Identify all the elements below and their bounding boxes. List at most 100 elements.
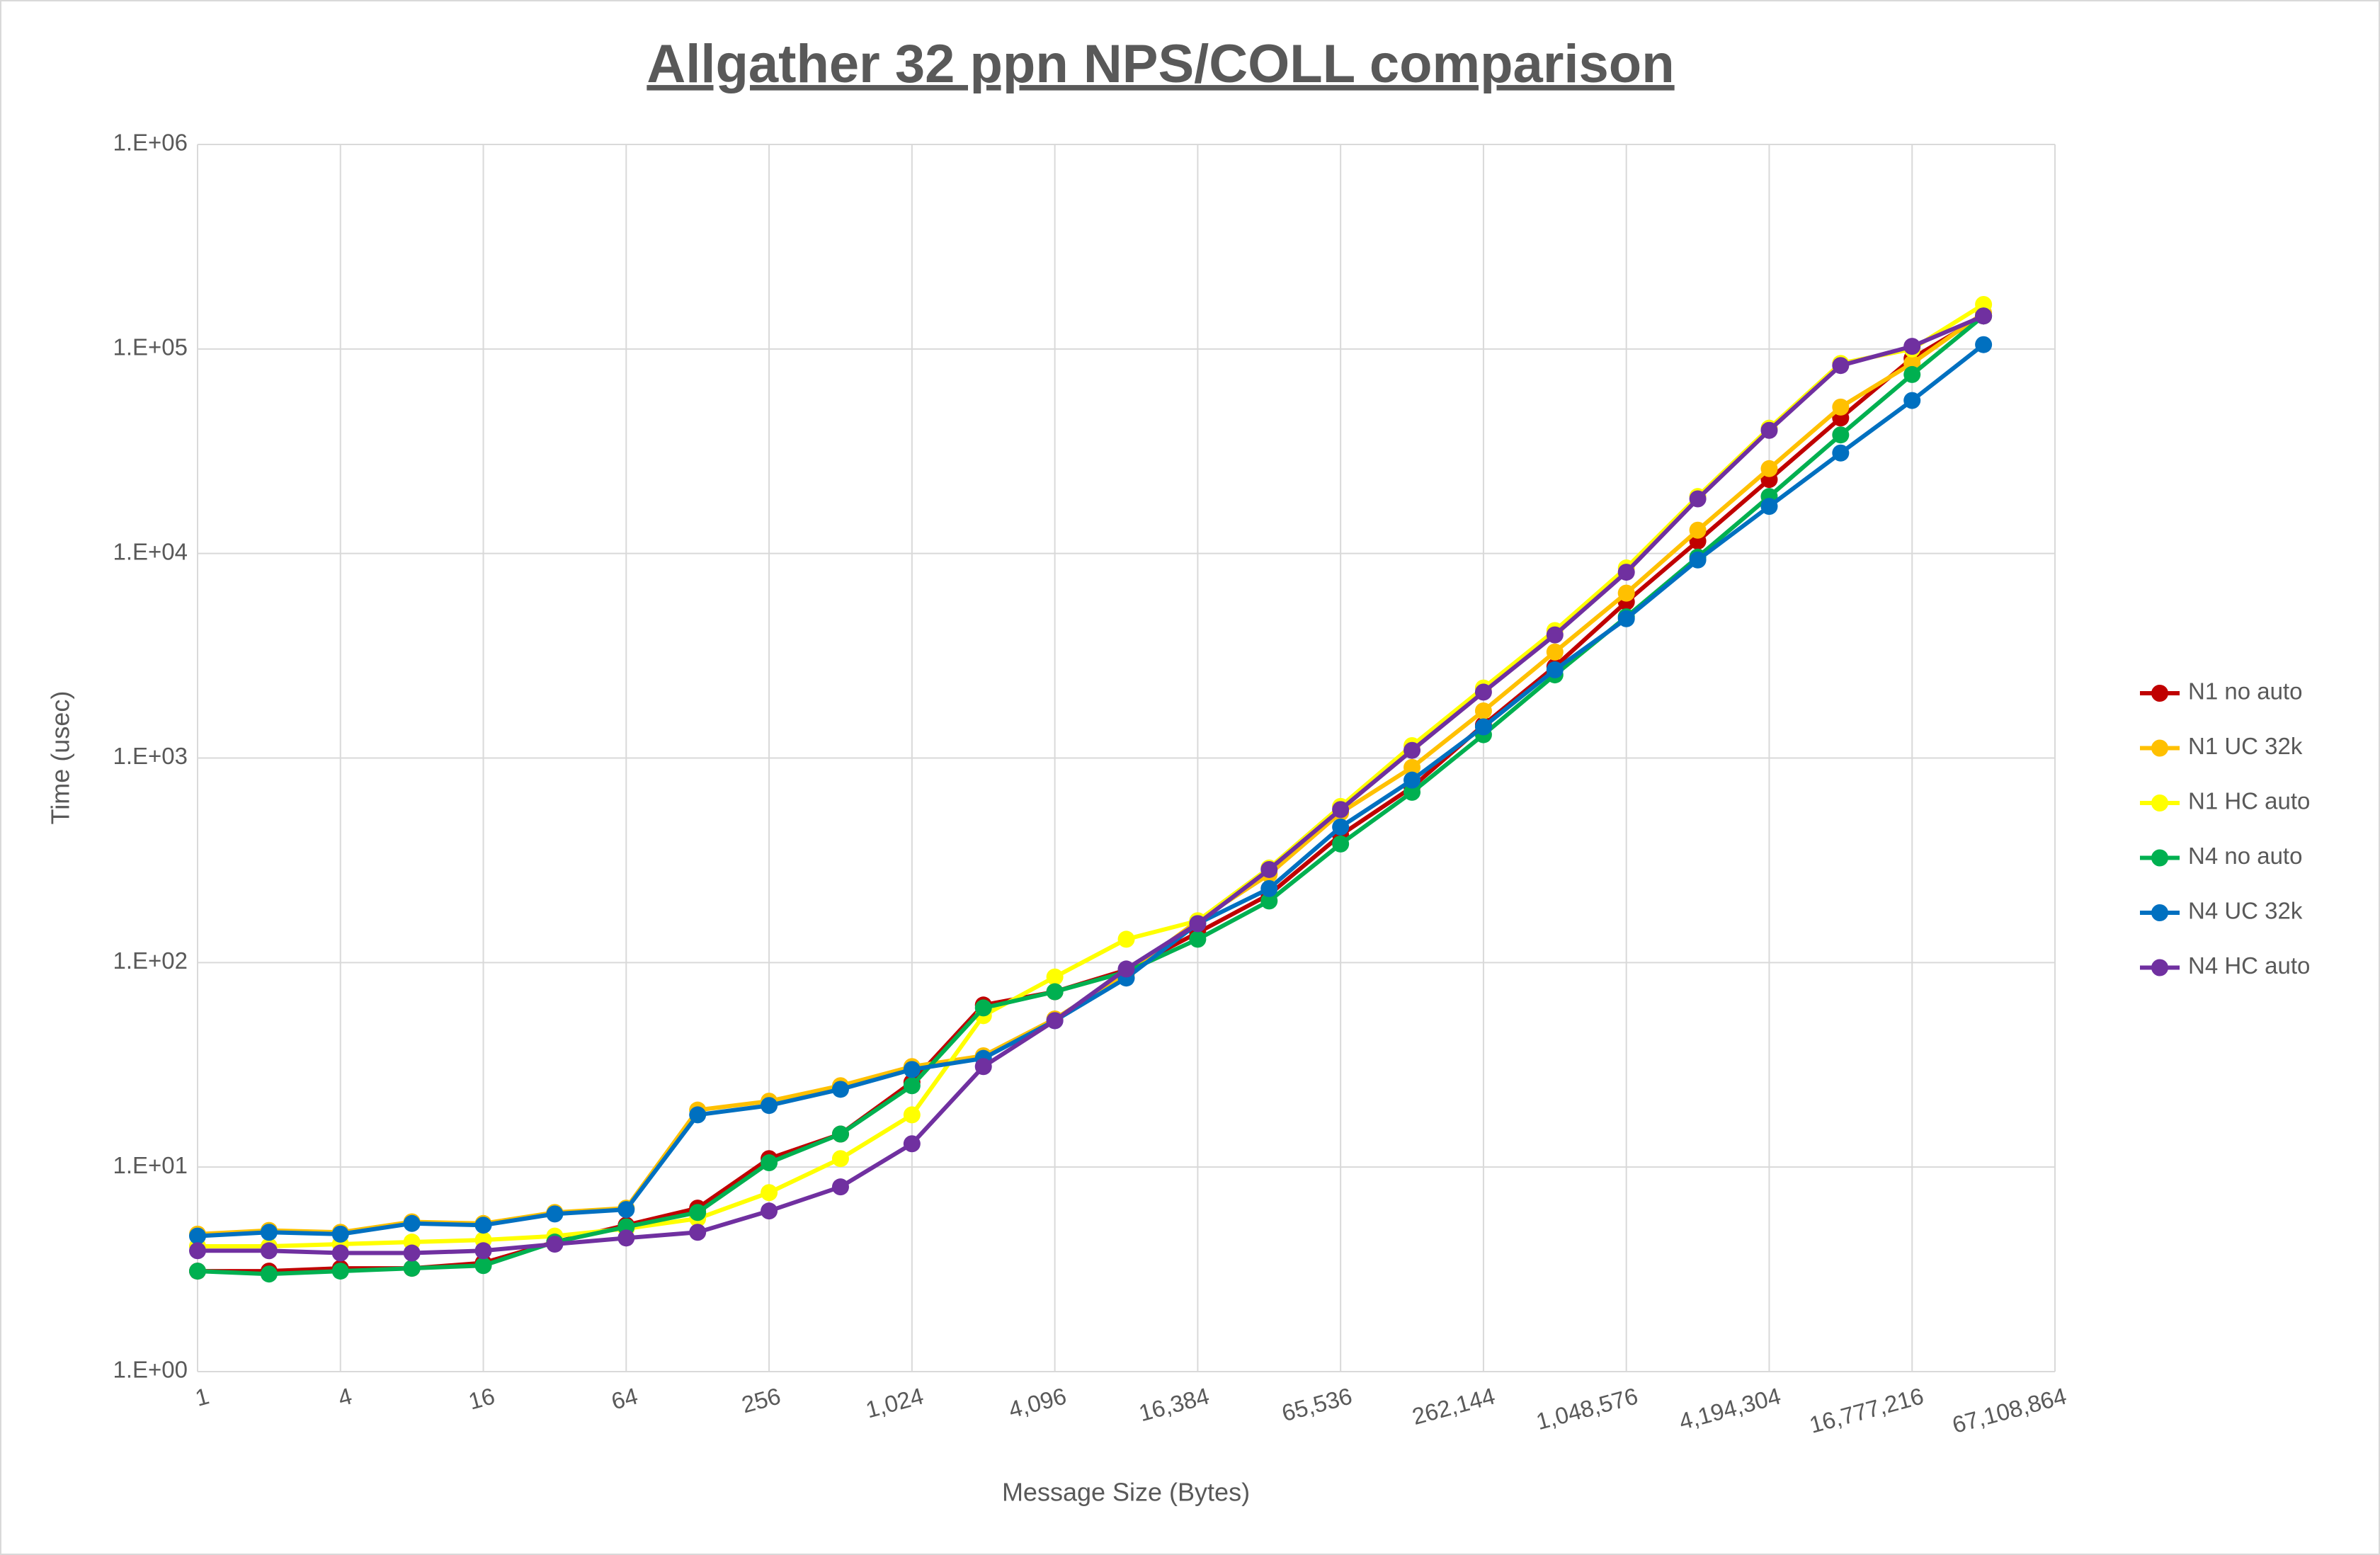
data-point — [617, 1201, 635, 1219]
data-point — [1403, 741, 1421, 759]
data-point — [1189, 915, 1207, 933]
data-point — [1260, 892, 1278, 910]
data-point — [1617, 610, 1635, 627]
series-line — [197, 343, 1985, 1238]
data-point — [1832, 444, 1850, 462]
legend-label: N4 UC 32k — [2188, 898, 2303, 924]
data-point — [689, 1106, 707, 1124]
data-point — [617, 1229, 635, 1247]
x-axis-title: Message Size (Bytes) — [1002, 1478, 1250, 1507]
legend-label: N1 HC auto — [2188, 788, 2310, 814]
legend-label: N4 no auto — [2188, 843, 2302, 869]
legend-label: N1 UC 32k — [2188, 733, 2303, 759]
data-point — [1903, 338, 1921, 355]
data-point — [1617, 584, 1635, 602]
data-point — [1546, 643, 1564, 661]
data-point — [1332, 818, 1350, 836]
y-tick-label: 1.E+06 — [113, 130, 188, 156]
data-point — [1832, 357, 1850, 375]
data-point — [1474, 683, 1492, 701]
data-point — [903, 1061, 921, 1078]
data-point — [1260, 860, 1278, 878]
data-point — [189, 1242, 206, 1260]
data-point — [1474, 718, 1492, 736]
data-point — [761, 1154, 778, 1172]
data-point — [1546, 626, 1564, 644]
data-point — [1832, 426, 1850, 444]
data-point — [331, 1263, 349, 1280]
data-point — [403, 1244, 421, 1262]
data-point — [189, 1263, 206, 1280]
data-point — [1760, 498, 1778, 516]
data-point — [546, 1235, 564, 1253]
data-point — [1117, 960, 1135, 978]
data-point — [761, 1097, 778, 1115]
data-point — [903, 1077, 921, 1095]
data-point — [1046, 968, 1064, 986]
data-point — [1403, 783, 1421, 801]
data-point — [831, 1081, 849, 1098]
data-point — [831, 1125, 849, 1143]
data-point — [1189, 930, 1207, 948]
data-point — [474, 1257, 492, 1275]
data-point — [260, 1265, 278, 1283]
data-point — [831, 1150, 849, 1168]
data-point — [903, 1106, 921, 1124]
data-point — [1975, 307, 1993, 325]
data-point — [474, 1217, 492, 1234]
data-point — [1332, 801, 1350, 819]
data-point — [1975, 336, 1993, 353]
legend-marker — [2151, 685, 2168, 702]
y-tick-label: 1.E+00 — [113, 1357, 188, 1383]
data-point — [831, 1178, 849, 1196]
data-point — [974, 999, 992, 1017]
data-point — [260, 1224, 278, 1241]
series-line — [198, 314, 1985, 1255]
data-point — [689, 1204, 707, 1221]
data-point — [761, 1184, 778, 1202]
data-point — [1903, 392, 1921, 409]
data-point — [1617, 564, 1635, 581]
data-point — [474, 1242, 492, 1260]
y-tick-label: 1.E+05 — [113, 334, 188, 360]
data-point — [1403, 771, 1421, 789]
data-point — [1474, 702, 1492, 719]
data-point — [1046, 1012, 1064, 1030]
data-point — [403, 1260, 421, 1277]
data-point — [1689, 551, 1707, 569]
legend-label: N1 no auto — [2188, 678, 2302, 705]
data-point — [331, 1244, 349, 1262]
legend-marker — [2151, 959, 2168, 976]
data-point — [189, 1227, 206, 1245]
data-point — [974, 1058, 992, 1076]
data-point — [1832, 398, 1850, 416]
data-point — [1903, 365, 1921, 383]
chart-title: Allgather 32 ppn NPS/COLL comparison — [647, 34, 1674, 94]
legend-marker — [2151, 904, 2168, 921]
legend-label: N4 HC auto — [2188, 952, 2310, 979]
data-point — [1760, 460, 1778, 477]
data-point — [1689, 490, 1707, 508]
data-point — [1117, 930, 1135, 948]
data-point — [903, 1135, 921, 1153]
y-tick-label: 1.E+02 — [113, 947, 188, 974]
data-point — [1403, 758, 1421, 776]
data-point — [689, 1224, 707, 1241]
data-point — [546, 1205, 564, 1223]
data-point — [1046, 983, 1064, 1001]
data-point — [1689, 521, 1707, 539]
data-point — [1332, 835, 1350, 853]
legend-marker — [2151, 849, 2168, 867]
data-point — [761, 1202, 778, 1220]
data-point — [331, 1225, 349, 1243]
y-tick-label: 1.E+04 — [113, 538, 188, 564]
data-point — [1546, 661, 1564, 678]
y-tick-label: 1.E+03 — [113, 743, 188, 769]
legend-marker — [2151, 794, 2168, 811]
legend-marker — [2151, 739, 2168, 757]
y-axis-title: Time (usec) — [46, 691, 75, 825]
y-tick-label: 1.E+01 — [113, 1152, 188, 1178]
data-point — [1260, 879, 1278, 897]
